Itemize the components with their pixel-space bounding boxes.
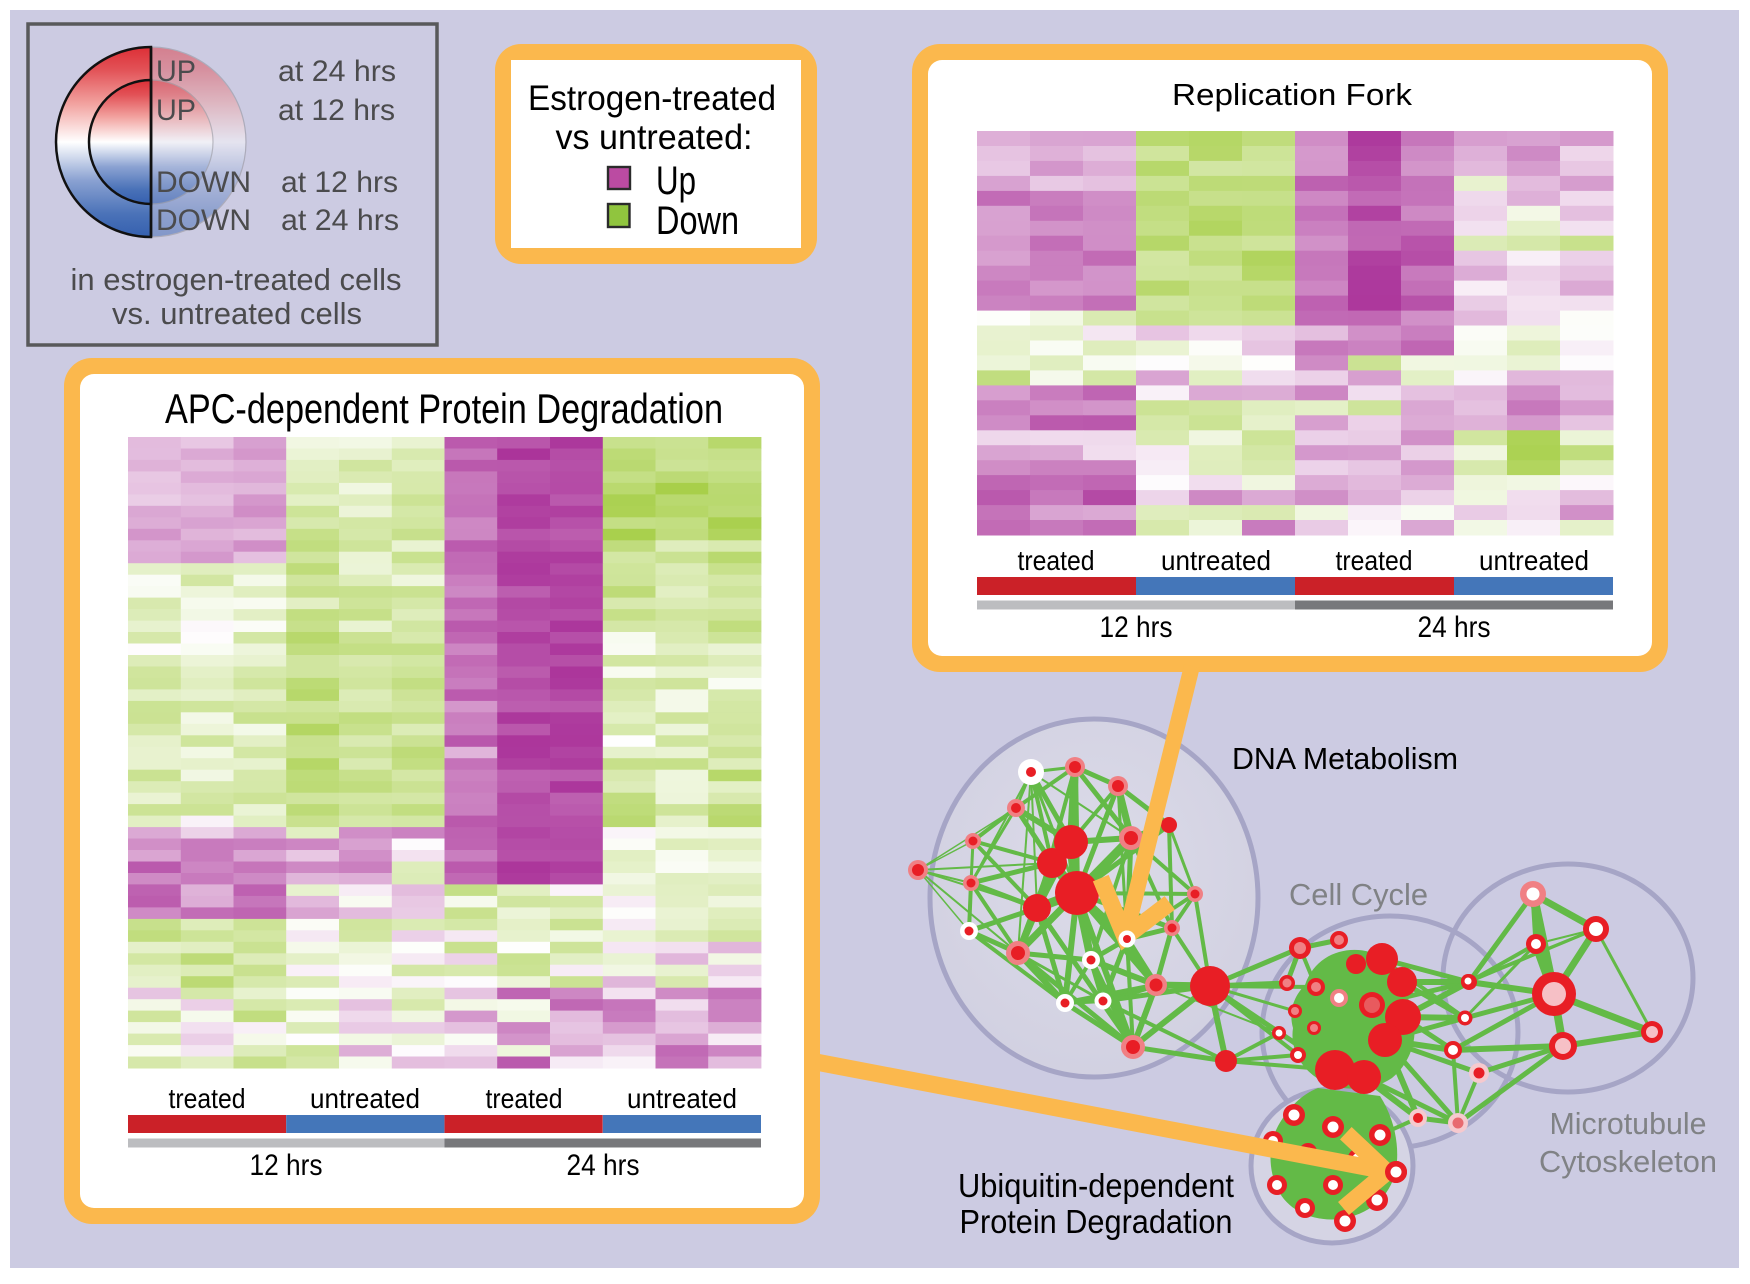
svg-text:DNA Metabolism: DNA Metabolism [1232,741,1458,776]
svg-text:untreated: untreated [1161,545,1271,576]
svg-text:untreated: untreated [1479,545,1589,576]
svg-text:treated: treated [169,1083,246,1114]
svg-text:24 hrs: 24 hrs [1418,611,1491,644]
svg-text:24 hrs: 24 hrs [567,1149,640,1182]
svg-text:Up: Up [656,159,696,203]
svg-text:untreated: untreated [310,1083,420,1114]
svg-text:at 24 hrs: at 24 hrs [278,55,396,88]
svg-text:UP: UP [156,55,196,88]
svg-text:treated: treated [1336,545,1413,576]
svg-text:Protein Degradation: Protein Degradation [960,1203,1233,1240]
svg-text:DOWN: DOWN [156,204,251,237]
svg-text:treated: treated [1018,545,1095,576]
svg-text:vs untreated:: vs untreated: [556,118,753,157]
svg-text:Ubiquitin-dependent: Ubiquitin-dependent [958,1167,1234,1204]
svg-text:DOWN: DOWN [156,166,251,199]
svg-text:in estrogen-treated cells: in estrogen-treated cells [71,262,402,297]
svg-text:Replication Fork: Replication Fork [1172,77,1413,112]
svg-text:treated: treated [486,1083,563,1114]
svg-text:at 24 hrs: at 24 hrs [281,204,399,237]
svg-text:Down: Down [656,199,739,243]
svg-text:vs. untreated cells: vs. untreated cells [112,296,362,331]
svg-text:12 hrs: 12 hrs [1100,611,1173,644]
svg-text:APC-dependent Protein Degradat: APC-dependent Protein Degradation [165,385,723,432]
svg-text:Cell Cycle: Cell Cycle [1289,877,1428,912]
svg-text:at 12 hrs: at 12 hrs [281,166,398,199]
svg-text:UP: UP [156,94,196,127]
svg-text:12 hrs: 12 hrs [250,1149,323,1182]
svg-text:at 12 hrs: at 12 hrs [278,94,395,127]
svg-text:untreated: untreated [627,1083,737,1114]
svg-text:Estrogen-treated: Estrogen-treated [528,79,776,118]
svg-text:Cytoskeleton: Cytoskeleton [1539,1144,1717,1179]
svg-text:Microtubule: Microtubule [1550,1106,1707,1141]
